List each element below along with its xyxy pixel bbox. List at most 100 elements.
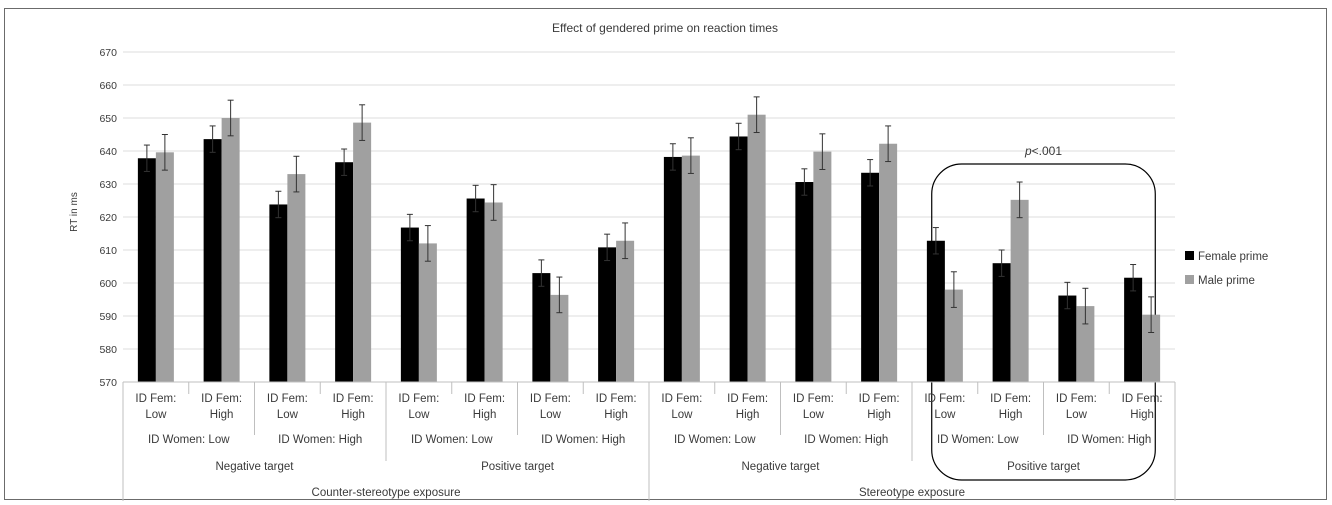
legend-swatch-male: [1185, 275, 1194, 284]
error-bar: [753, 96, 760, 134]
y-tick-label: 600: [99, 278, 117, 290]
category-label-line2: High: [210, 409, 234, 421]
category-label-line1: ID Fem:: [267, 393, 308, 405]
error-bar: [998, 249, 1005, 277]
error-bar: [885, 125, 892, 163]
bar-female-prime: [203, 139, 222, 382]
category-label-line1: ID Fem:: [1056, 393, 1097, 405]
error-bar: [819, 133, 826, 170]
category-label-line1: ID Fem:: [135, 393, 176, 405]
bar-female-prime: [269, 204, 288, 382]
error-bar: [209, 125, 216, 153]
y-tick-labels: 570 580 590 600 610 620 630 640 650 660 670: [99, 47, 117, 389]
category-label-line1: ID Fem:: [1122, 393, 1163, 405]
error-bar: [143, 144, 150, 172]
category-label-line1: ID Fem:: [990, 393, 1031, 405]
category-label-line2: High: [341, 409, 365, 421]
bar-male-prime: [1076, 306, 1095, 382]
bar-male-prime: [813, 151, 832, 382]
bar-male-prime: [747, 114, 766, 382]
bar-female-prime: [598, 247, 617, 382]
group-label-id-women: ID Women: Low: [937, 434, 1019, 446]
category-label-line2: High: [867, 409, 891, 421]
bar-female-prime: [335, 162, 354, 382]
error-bar: [424, 225, 431, 262]
category-label-line1: ID Fem:: [333, 393, 374, 405]
error-bar: [293, 155, 300, 193]
legend-swatch-female: [1185, 251, 1194, 260]
significance-annotation: p<.001: [1024, 144, 1062, 158]
group-label-target: Positive target: [481, 461, 555, 473]
group-label-exposure: Stereotype exposure: [859, 487, 965, 499]
category-label-line2: High: [999, 409, 1023, 421]
y-tick-label: 660: [99, 80, 117, 92]
error-bar: [687, 137, 694, 174]
y-tick-label: 630: [99, 179, 117, 191]
error-bar: [867, 159, 874, 187]
bar-male-prime: [616, 240, 635, 382]
error-bar: [801, 168, 808, 196]
group-label-id-women: ID Women: High: [804, 434, 888, 446]
bars: [137, 114, 1161, 383]
error-bar: [1130, 264, 1137, 292]
error-bar: [359, 104, 366, 141]
error-bar: [490, 184, 497, 221]
error-bar: [161, 134, 168, 171]
y-tick-label: 670: [99, 47, 117, 59]
category-label-line1: ID Fem:: [727, 393, 768, 405]
legend: Female prime Male prime: [1185, 251, 1268, 287]
x-axis: ID Fem: Low ID Fem: High ID Fem: Low ID Fem: Hi…: [122, 381, 1176, 501]
category-label-line2: Low: [277, 409, 299, 421]
bar-male-prime: [287, 174, 306, 382]
bar-male-prime: [353, 122, 372, 383]
error-bars: [143, 96, 1155, 333]
chart-frame: Effect of gendered prime on reaction tim…: [4, 8, 1327, 501]
group-label-id-women: ID Women: Low: [148, 434, 230, 446]
error-bar: [604, 233, 611, 262]
bar-female-prime: [663, 156, 682, 382]
bar-female-prime: [795, 182, 814, 382]
y-tick-label: 570: [99, 377, 117, 389]
category-label-line1: ID Fem:: [464, 393, 505, 405]
bar-male-prime: [681, 155, 700, 382]
category-label-line1: ID Fem:: [530, 393, 571, 405]
bar-female-prime: [137, 158, 156, 382]
bar-female-prime: [729, 136, 748, 382]
category-label-line2: High: [736, 409, 760, 421]
category-label-line2: High: [473, 409, 497, 421]
error-bar: [227, 99, 234, 137]
group-label-id-women: ID Women: High: [541, 434, 625, 446]
y-tick-label: 610: [99, 245, 117, 257]
group-label-id-women: ID Women: Low: [674, 434, 756, 446]
bar-female-prime: [466, 198, 485, 382]
bar-male-prime: [1142, 314, 1161, 382]
bar-male-prime: [221, 118, 240, 382]
error-bar: [1148, 296, 1155, 333]
category-label-line1: ID Fem:: [201, 393, 242, 405]
bar-chart: Effect of gendered prime on reaction tim…: [69, 21, 1268, 501]
p-value-prefix: p: [1024, 144, 1032, 158]
error-bar: [1016, 181, 1023, 219]
category-label-line2: Low: [145, 409, 167, 421]
bar-female-prime: [926, 240, 945, 382]
group-label-target: Positive target: [1007, 461, 1081, 473]
chart-title: Effect of gendered prime on reaction tim…: [552, 21, 778, 35]
p-value-suffix: <.001: [1032, 144, 1063, 158]
error-bar: [950, 271, 957, 308]
bar-male-prime: [155, 152, 174, 382]
error-bar: [406, 213, 413, 242]
bar-male-prime: [1010, 199, 1029, 382]
bar-male-prime: [418, 243, 437, 382]
error-bar: [622, 222, 629, 260]
group-label-id-women: ID Women: High: [1067, 434, 1151, 446]
category-label-line1: ID Fem:: [398, 393, 439, 405]
category-label-line2: Low: [1066, 409, 1088, 421]
bar-male-prime: [879, 143, 898, 382]
bar-male-prime: [944, 289, 963, 382]
y-tick-label: 580: [99, 344, 117, 356]
y-axis-label: RT in ms: [69, 192, 80, 232]
group-label-id-women: ID Women: High: [278, 434, 362, 446]
error-bar: [341, 148, 348, 176]
error-bar: [932, 227, 939, 255]
group-label-target: Negative target: [742, 461, 821, 473]
